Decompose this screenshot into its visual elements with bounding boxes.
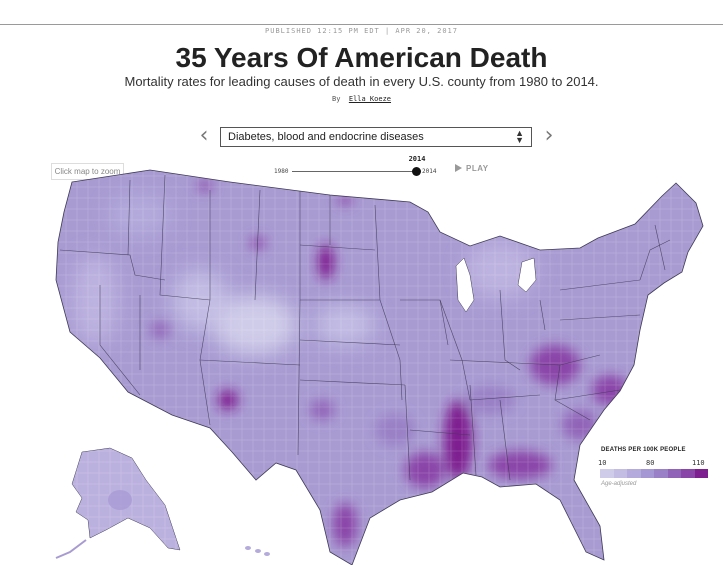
state-borders xyxy=(59,174,671,481)
year-slider-handle[interactable] xyxy=(412,167,421,176)
legend-swatch-3 xyxy=(640,469,654,478)
legend-swatch-7 xyxy=(694,469,708,478)
byline: By Ella Koeze xyxy=(0,95,723,103)
prev-cause-chevron-left-icon[interactable]: ‹ xyxy=(199,123,209,148)
slider-current-year: 2014 xyxy=(408,155,426,163)
page-title: 35 Years Of American Death xyxy=(175,42,548,73)
hawaii xyxy=(245,546,270,556)
year-slider-track[interactable] xyxy=(292,171,416,172)
legend-tick-high: 110 xyxy=(692,459,705,467)
legend-tick-mid: 80 xyxy=(646,459,655,467)
legend-swatch-5 xyxy=(667,469,681,478)
legend-swatch-4 xyxy=(654,469,668,478)
alaska xyxy=(55,447,181,559)
legend-color-scale xyxy=(600,469,708,478)
byline-prefix: By xyxy=(331,95,341,103)
lake-huron xyxy=(517,257,537,293)
page-subtitle: Mortality rates for leading causes of de… xyxy=(124,74,599,89)
lower48-outline xyxy=(55,169,704,565)
legend-swatch-0 xyxy=(600,469,614,478)
slider-start-year: 1980 xyxy=(274,168,289,175)
play-icon xyxy=(455,164,462,172)
legend-title: DEATHS PER 100K PEOPLE xyxy=(601,447,686,453)
select-updown-icon: ▲ ▼ xyxy=(515,128,524,145)
legend-swatch-6 xyxy=(681,469,695,478)
play-button[interactable]: PLAY xyxy=(455,164,489,173)
top-rule xyxy=(0,24,723,25)
cause-select-value: Diabetes, blood and endocrine diseases xyxy=(228,131,424,143)
next-cause-chevron-right-icon[interactable]: › xyxy=(544,123,554,148)
published-timestamp: PUBLISHED 12:15 PM EDT | APR 20, 2017 xyxy=(265,27,458,35)
play-label: PLAY xyxy=(466,164,489,173)
legend-note: Age-adjusted xyxy=(601,481,637,487)
author-link[interactable]: Ella Koeze xyxy=(348,95,392,103)
cause-select[interactable]: Diabetes, blood and endocrine diseases ▲… xyxy=(220,127,532,147)
legend-tick-low: 10 xyxy=(598,459,607,467)
legend-swatch-2 xyxy=(627,469,641,478)
lake-michigan xyxy=(455,257,475,313)
slider-end-year: 2014 xyxy=(422,168,437,175)
legend-swatch-1 xyxy=(613,469,627,478)
